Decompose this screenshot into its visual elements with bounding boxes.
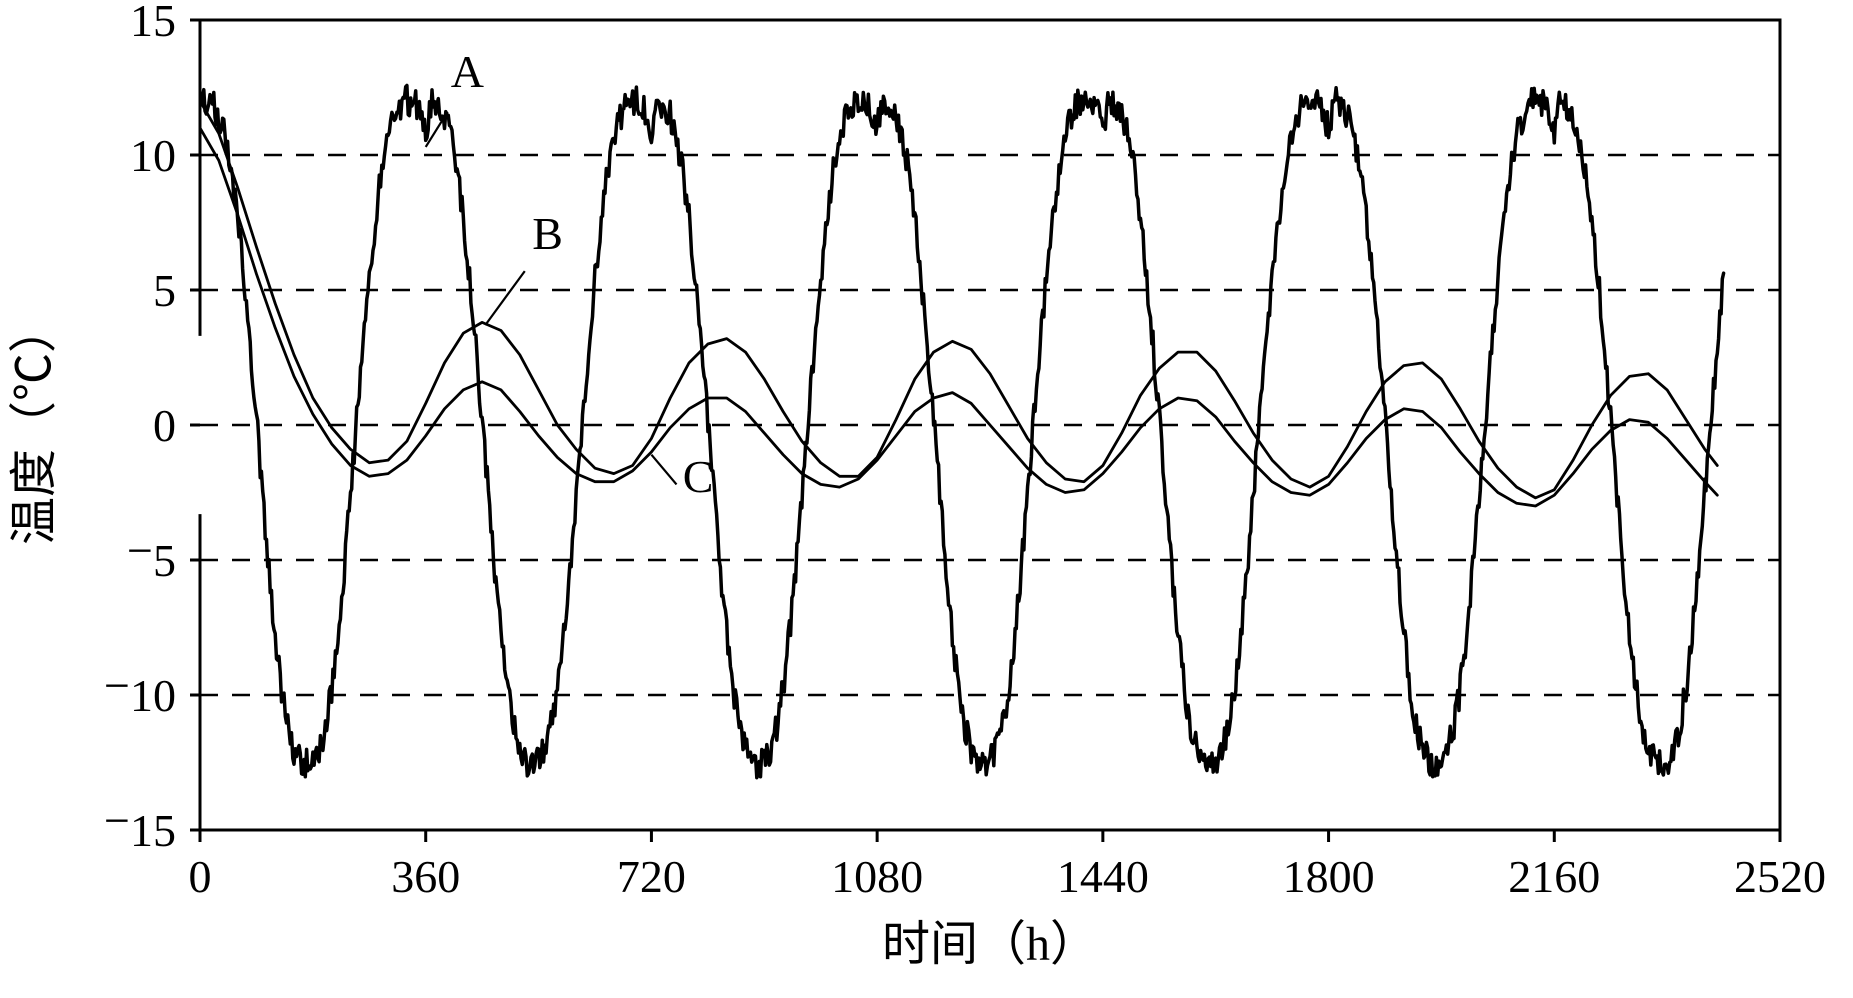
x-tick-label: 1080 bbox=[831, 851, 923, 902]
y-axis-title: 温度（℃） bbox=[8, 305, 61, 545]
x-tick-label: 1440 bbox=[1057, 851, 1149, 902]
series-B bbox=[200, 101, 1717, 498]
series-label-C: C bbox=[683, 451, 714, 502]
x-tick-label: 720 bbox=[617, 851, 686, 902]
y-tick-label: −15 bbox=[104, 795, 176, 856]
y-tick-label: −10 bbox=[104, 660, 176, 721]
x-tick-label: 2160 bbox=[1508, 851, 1600, 902]
series-label-pointer-B bbox=[485, 271, 525, 325]
y-tick-label: 5 bbox=[153, 265, 176, 316]
x-tick-label: 2520 bbox=[1734, 851, 1826, 902]
y-tick-label: 15 bbox=[130, 0, 176, 46]
y-tick-label: 0 bbox=[153, 400, 176, 451]
series-label-pointer-C bbox=[651, 455, 676, 485]
x-tick-label: 0 bbox=[189, 851, 212, 902]
y-tick-label: 10 bbox=[130, 130, 176, 181]
y-tick-label: −5 bbox=[127, 525, 176, 586]
series-C bbox=[200, 128, 1717, 506]
x-tick-label: 360 bbox=[391, 851, 460, 902]
x-tick-label: 1800 bbox=[1283, 851, 1375, 902]
series-label-A: A bbox=[451, 46, 484, 97]
temperature-time-chart: −15 −10 −5 0 5 10 15 0 360 720 1080 1440 1800 2160 252… bbox=[0, 0, 1853, 998]
chart-svg: −15 −10 −5 0 5 10 15 0 360 720 1080 1440 1800 2160 252… bbox=[0, 0, 1853, 998]
x-axis-title: 时间（h） bbox=[882, 918, 1098, 971]
series-label-B: B bbox=[532, 208, 563, 259]
